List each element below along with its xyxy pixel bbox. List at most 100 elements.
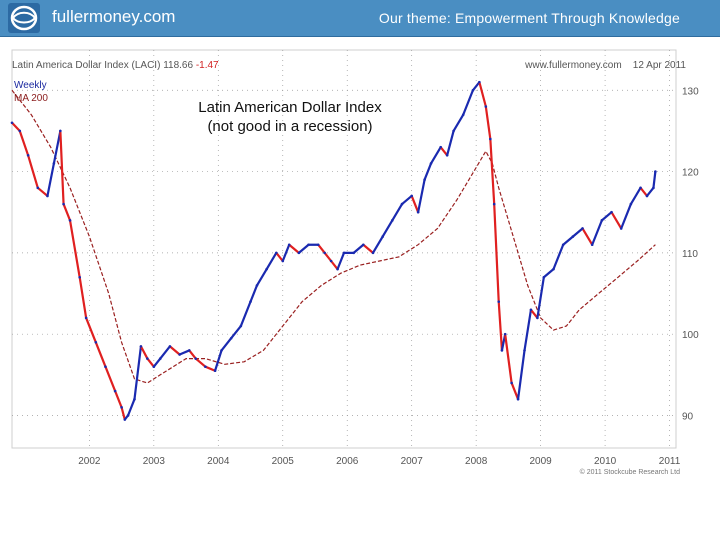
weekly-price-point bbox=[229, 336, 233, 340]
weekly-price-point bbox=[94, 341, 98, 344]
weekly-price-segment bbox=[352, 243, 365, 254]
weekly-price-point bbox=[178, 353, 181, 356]
ma-200-line bbox=[11, 89, 656, 384]
weekly-price-point bbox=[204, 365, 207, 368]
weekly-price-segment bbox=[94, 341, 107, 368]
y-tick-label: 130 bbox=[682, 86, 699, 97]
chart-last-value: 118.66 bbox=[163, 60, 194, 71]
weekly-price-point bbox=[194, 357, 198, 360]
weekly-price-segment bbox=[178, 349, 191, 356]
weekly-price-point bbox=[581, 227, 584, 230]
theme-tagline: Our theme: Empowerment Through Knowledge bbox=[378, 10, 680, 26]
legend-weekly: Weekly bbox=[14, 80, 47, 91]
weekly-price-segment bbox=[152, 357, 162, 368]
weekly-price-point bbox=[503, 332, 507, 336]
weekly-price-segment bbox=[400, 194, 413, 206]
weekly-price-segment bbox=[510, 381, 520, 401]
x-tick-label: 2010 bbox=[594, 456, 617, 467]
weekly-price-segment bbox=[159, 345, 172, 360]
weekly-price-point bbox=[497, 300, 501, 303]
x-tick-label: 2005 bbox=[272, 456, 295, 467]
weekly-price-point bbox=[489, 137, 492, 141]
weekly-price-point bbox=[336, 267, 339, 271]
weekly-price-point bbox=[439, 145, 442, 149]
weekly-price-point bbox=[84, 316, 88, 320]
weekly-price-point bbox=[316, 243, 320, 247]
y-tick-label: 120 bbox=[682, 168, 699, 179]
weekly-price-segment bbox=[126, 398, 136, 417]
weekly-price-segment bbox=[46, 162, 56, 198]
globe-logo-icon[interactable] bbox=[8, 3, 40, 33]
y-tick-label: 100 bbox=[682, 330, 699, 341]
weekly-price-segment bbox=[18, 129, 30, 157]
weekly-price-point bbox=[213, 369, 217, 373]
weekly-price-segment bbox=[581, 227, 594, 246]
weekly-price-point bbox=[126, 414, 130, 417]
weekly-price-segment bbox=[562, 235, 574, 246]
weekly-price-segment bbox=[639, 186, 649, 198]
weekly-price-point bbox=[561, 243, 565, 247]
weekly-price-point bbox=[452, 129, 455, 133]
weekly-price-point bbox=[445, 154, 449, 157]
weekly-price-point bbox=[423, 178, 426, 181]
weekly-price-segment bbox=[220, 337, 233, 352]
weekly-price-point bbox=[281, 259, 285, 263]
weekly-price-segment bbox=[610, 211, 623, 230]
weekly-price-point bbox=[523, 349, 526, 352]
weekly-price-segment bbox=[213, 349, 223, 372]
copyright-note: © 2011 Stockcube Research Ltd bbox=[579, 469, 680, 476]
weekly-price-segment bbox=[417, 178, 426, 214]
weekly-price-point bbox=[168, 345, 172, 348]
weekly-price-segment bbox=[381, 219, 394, 238]
weekly-price-point bbox=[265, 267, 268, 271]
weekly-price-point bbox=[416, 210, 420, 214]
weekly-price-segment bbox=[52, 129, 62, 165]
weekly-price-point bbox=[371, 251, 375, 255]
weekly-price-segment bbox=[452, 113, 465, 133]
weekly-price-segment bbox=[265, 251, 278, 271]
weekly-price-segment bbox=[10, 121, 21, 133]
weekly-price-point bbox=[652, 186, 655, 190]
annotation-line-1: Latin American Dollar Index bbox=[198, 99, 382, 116]
weekly-price-point bbox=[220, 349, 223, 352]
chart-source: www.fullermoney.com 12 Apr 2011 bbox=[525, 60, 686, 71]
weekly-price-segment bbox=[36, 186, 49, 198]
chart-annotation: Latin American Dollar Index (not good in… bbox=[150, 98, 430, 136]
weekly-price-point bbox=[352, 251, 355, 255]
weekly-price-point bbox=[46, 194, 49, 198]
plot-border bbox=[11, 49, 677, 449]
y-tick-label: 90 bbox=[682, 411, 694, 422]
weekly-price-segment bbox=[275, 251, 284, 263]
weekly-price-segment bbox=[493, 202, 500, 303]
weekly-price-segment bbox=[439, 146, 449, 157]
brand-name[interactable]: fullermoney.com bbox=[52, 7, 176, 26]
weekly-price-segment bbox=[536, 276, 545, 320]
weekly-price-point bbox=[10, 121, 14, 125]
chart-area: 90 100 110 120 130 2002 2003 2004 2005 2006 2007 20… bbox=[6, 48, 714, 484]
weekly-price-segment bbox=[281, 243, 291, 263]
weekly-price-segment bbox=[230, 324, 242, 340]
weekly-price-point bbox=[26, 154, 30, 157]
weekly-price-point bbox=[158, 357, 162, 360]
weekly-price-point bbox=[619, 227, 623, 230]
x-tick-label: 2004 bbox=[207, 456, 230, 467]
x-tick-label: 2008 bbox=[465, 456, 488, 467]
weekly-price-segment bbox=[391, 202, 404, 222]
weekly-price-segment bbox=[255, 268, 268, 287]
weekly-price-segment bbox=[629, 186, 642, 206]
y-tick-label: 110 bbox=[682, 249, 698, 260]
weekly-price-point bbox=[62, 202, 65, 206]
weekly-price-point bbox=[239, 324, 243, 328]
weekly-price-segment bbox=[194, 357, 207, 368]
weekly-price-segment bbox=[552, 243, 565, 271]
weekly-price-point bbox=[68, 219, 72, 222]
weekly-price-point bbox=[410, 194, 413, 198]
weekly-price-point bbox=[571, 235, 575, 238]
chart-legend: Weekly MA 200 bbox=[14, 79, 48, 105]
weekly-price-point bbox=[510, 381, 513, 385]
weekly-price-point bbox=[542, 275, 546, 279]
weekly-price-segment bbox=[446, 129, 455, 157]
weekly-price-segment bbox=[620, 202, 632, 230]
weekly-price-segment bbox=[504, 333, 513, 385]
weekly-price-segment bbox=[323, 251, 333, 263]
